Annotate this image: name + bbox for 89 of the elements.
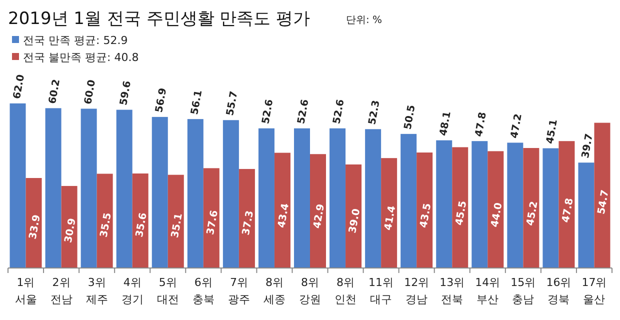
bar: [96, 174, 113, 268]
x-tick-label: 1위 서울: [14, 276, 37, 306]
x-tick-label: 11위 대구: [368, 276, 394, 306]
bar: [10, 103, 26, 268]
bar: [222, 120, 239, 268]
data-label: 47.8: [560, 197, 576, 224]
data-label: 50.5: [402, 104, 418, 130]
x-tick-label: 13위 전북: [440, 276, 465, 306]
data-label: 37.6: [205, 210, 221, 236]
bar: [400, 134, 417, 268]
data-label: 45.2: [525, 200, 540, 227]
x-tick-label: 12위 경남: [404, 276, 430, 306]
x-tick-label: 5위 대전: [156, 276, 179, 306]
bar: [203, 168, 220, 268]
bar: [310, 154, 326, 268]
x-tick-label: 6위 충북: [192, 276, 214, 306]
x-tick-label: 3위 제주: [86, 276, 108, 306]
data-label: 42.9: [312, 203, 328, 230]
data-label: 44.0: [490, 202, 505, 228]
data-label: 45.1: [544, 118, 560, 145]
data-label: 35.1: [170, 212, 185, 239]
data-label: 47.8: [474, 111, 489, 138]
bar: [558, 141, 575, 268]
data-label: 56.9: [154, 87, 170, 114]
data-label: 54.7: [596, 189, 612, 216]
data-label: 35.5: [98, 212, 114, 238]
x-tick-label: 14위 부산: [475, 276, 500, 306]
data-label: 39.7: [580, 132, 596, 160]
bar: [452, 147, 468, 268]
data-label: 52.3: [367, 99, 382, 126]
bar: [132, 173, 148, 268]
data-label: 43.5: [418, 202, 434, 229]
bar: [488, 151, 504, 268]
data-label: 48.1: [438, 110, 454, 137]
chart-title: 2019년 1월 전국 주민생활 만족도 평가: [8, 9, 310, 29]
data-label: 52.6: [332, 98, 347, 125]
data-label: 55.7: [225, 90, 240, 117]
x-tick-label: 8위 인천: [334, 276, 357, 306]
bar: [116, 110, 132, 268]
bar: [578, 162, 594, 268]
bar: [45, 108, 62, 268]
legend-label: 전국 만족 평균: 52.9: [23, 34, 128, 47]
data-label: 60.0: [82, 78, 98, 106]
legend-label: 전국 불만족 평균: 40.8: [23, 51, 139, 64]
data-label: 33.9: [28, 214, 43, 240]
text: 단위: %: [346, 15, 382, 26]
bar: [365, 129, 382, 268]
data-label: 35.6: [134, 212, 150, 238]
bar: [168, 174, 184, 268]
x-tick-label: 16위 경북: [546, 276, 572, 306]
data-label: 59.6: [118, 80, 134, 106]
bar: [330, 128, 346, 268]
bar: [416, 152, 433, 268]
bar: [238, 168, 255, 268]
bar: [80, 108, 97, 268]
x-tick-label: 15위 충남: [510, 276, 536, 306]
x-tick-label: 8위 강원: [299, 276, 321, 306]
bar: [294, 128, 310, 268]
data-label: 39.0: [348, 208, 363, 234]
data-label: 45.5: [454, 200, 470, 226]
data-label: 60.2: [47, 78, 63, 105]
data-label: 47.2: [509, 112, 524, 140]
bar: [436, 140, 452, 268]
bar: [507, 142, 524, 268]
x-tick-label: 2위 전남: [50, 276, 72, 306]
data-label: 52.6: [296, 98, 312, 125]
data-label: 41.4: [383, 204, 398, 232]
x-tick-label: 17위 울산: [582, 276, 607, 306]
data-label: 30.9: [63, 218, 78, 244]
bar: [274, 152, 290, 268]
x-tick-label: 7위 광주: [228, 276, 250, 306]
data-label: 43.4: [276, 202, 292, 229]
x-tick-label: 4위 경기: [121, 276, 144, 306]
bar: [187, 119, 204, 268]
data-label: 56.1: [190, 89, 205, 116]
bar: [594, 122, 610, 268]
bar: [381, 158, 398, 268]
bar: [152, 116, 168, 268]
bar: [61, 186, 78, 268]
data-label: 62.0: [12, 74, 28, 100]
bar: [258, 128, 274, 268]
bar: [472, 141, 488, 268]
data-label: 52.6: [260, 98, 276, 125]
bar: [542, 148, 559, 268]
data-label: 37.3: [240, 210, 256, 236]
x-tick-label: 8위 세종: [263, 276, 286, 306]
bar: [26, 178, 42, 268]
bar: [346, 164, 362, 268]
bar: [523, 148, 540, 268]
